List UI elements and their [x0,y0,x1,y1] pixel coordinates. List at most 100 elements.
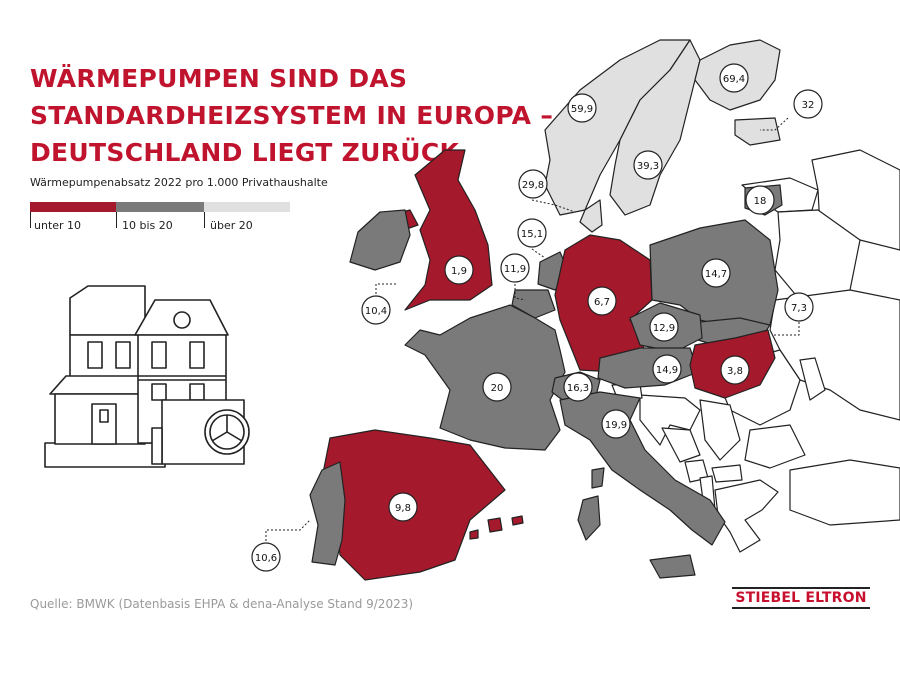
value-label-circle [361,295,391,325]
value-label-text: 10,4 [365,306,387,317]
value-label-circle [633,150,663,180]
value-label-circle [701,258,731,288]
leader-line [531,248,546,259]
value-label: 10,6 [251,542,281,572]
value-label: 16,3 [563,372,593,402]
legend-tick [116,212,117,228]
value-label-circle [388,492,418,522]
source-note: Quelle: BMWK (Datenbasis EHPA & dena-Ana… [30,597,414,611]
leader-line [265,519,311,541]
value-label-circle [251,542,281,572]
value-label: 14,7 [701,258,731,288]
value-label-circle [652,354,682,384]
leader-line [375,283,398,294]
value-label-circle [784,292,814,322]
value-label-text: 12,9 [653,323,675,334]
value-label-circle [518,169,548,199]
value-label: 6,7 [587,286,617,316]
legend-swatch-mid [116,202,204,212]
value-label: 15,1 [517,218,547,248]
island-sicily [649,554,696,579]
value-label-circle [745,185,775,215]
value-label-circle [601,409,631,439]
subtitle: Wärmepumpenabsatz 2022 pro 1.000 Privath… [30,176,328,189]
value-label: 69,4 [719,63,749,93]
value-label: 18 [745,185,775,215]
value-label-circle [500,253,530,283]
brand-rule-top [732,587,870,589]
value-label-circle [720,355,750,385]
value-label-circle [793,89,823,119]
legend-label-high: über 20 [210,219,253,232]
value-label-text: 20 [491,383,504,394]
country-dänemark [579,199,603,233]
country-greece [714,479,779,553]
value-label-circle [563,372,593,402]
country-großbritannien [404,149,493,311]
legend-label-low: unter 10 [34,219,82,232]
brand-name: STIEBEL ELTRON [735,590,867,606]
value-label-text: 39,3 [637,161,659,172]
value-label: 32 [793,89,823,119]
title-line-1: WÄRMEPUMPEN SIND DAS [30,64,408,93]
value-label: 39,3 [633,150,663,180]
island-corsica [591,467,605,489]
country-frankreich [404,304,566,451]
legend-tick [30,212,31,228]
title-line-3: DEUTSCHLAND LIEGT ZURÜCK [30,138,460,167]
value-label-text: 59,9 [571,104,593,115]
legend-swatch-high [204,202,290,212]
value-label-text: 3,8 [727,366,743,377]
leader-line [760,117,789,131]
value-label-text: 14,7 [705,269,727,280]
value-label-text: 1,9 [451,266,467,277]
value-label-text: 15,1 [521,229,543,240]
value-label-text: 14,9 [656,365,678,376]
value-label-circle [719,63,749,93]
legend-label-mid: 10 bis 20 [122,219,173,232]
value-label-circle [649,312,679,342]
island-menorca [511,515,524,526]
value-label-text: 10,6 [255,553,277,564]
leader-line [514,284,526,301]
value-label: 14,9 [652,354,682,384]
country-bulgaria [744,424,806,469]
value-label-circle [567,93,597,123]
value-label-text: 16,3 [567,383,589,394]
country-schweden [609,39,701,216]
country-italien [559,391,726,546]
value-label: 59,9 [567,93,597,123]
value-label-text: 69,4 [723,74,745,85]
country-estland [734,117,781,146]
country-turkey [789,459,900,526]
value-label-text: 29,8 [522,180,544,191]
country-portugal [309,461,346,566]
title-line-2: STANDARDHEIZSYSTEM IN EUROPA – [30,101,554,130]
value-label-text: 7,3 [791,303,807,314]
island-ibiza [469,529,479,540]
country-ukraine [769,289,900,421]
leader-line [531,199,576,213]
value-label-circle [517,218,547,248]
value-label: 12,9 [649,312,679,342]
value-label-circle [587,286,617,316]
value-label: 7,3 [784,292,814,322]
value-label: 10,4 [361,295,391,325]
leader-line [772,322,800,336]
value-label: 9,8 [388,492,418,522]
country-irland [349,209,411,271]
value-label-text: 18 [754,196,767,207]
country-serbia [699,399,741,461]
value-label: 29,8 [518,169,548,199]
value-label-text: 6,7 [594,297,610,308]
value-label: 19,9 [601,409,631,439]
legend-swatch-low [30,202,116,212]
value-label: 20 [482,372,512,402]
value-label-text: 9,8 [395,503,411,514]
island-mallorca [487,517,503,533]
value-label-circle [444,255,474,285]
legend-tick [204,212,205,228]
